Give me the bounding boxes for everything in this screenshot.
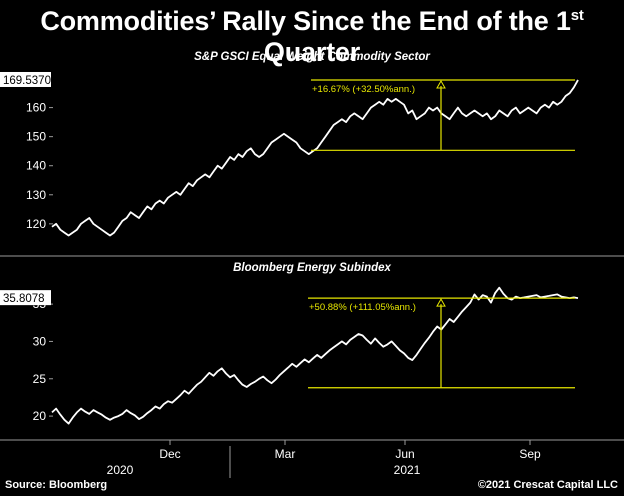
- series-line-1: [51, 79, 579, 237]
- x-tick-label: Sep: [519, 447, 541, 461]
- x-tick-label: Jun: [395, 447, 414, 461]
- last-value-box: [0, 71, 51, 87]
- annotation-label: +16.67% (+32.50%ann.): [312, 84, 415, 95]
- chart-1-title: S&P GSCI Equal Weight Commodity Sector: [194, 51, 430, 63]
- y-tick-label: 25: [33, 372, 47, 386]
- annotation-arrow-head: [436, 79, 446, 89]
- chart-2-title: Bloomberg Energy Subindex: [233, 262, 391, 274]
- series-line-2: [51, 286, 579, 425]
- last-value-label: 35.8078: [3, 293, 45, 305]
- x-tick-label: Mar: [275, 447, 296, 461]
- page-title: Commodities’ Rally Since the End of the …: [0, 6, 624, 68]
- last-value-label: 169.5370: [3, 75, 51, 87]
- year-label: 2020: [107, 463, 134, 477]
- y-tick-label: 150: [26, 130, 46, 144]
- title-tail: Quarter: [263, 37, 361, 67]
- year-label: 2021: [394, 463, 421, 477]
- annotation-arrow-head: [436, 298, 446, 307]
- x-tick-label: Dec: [159, 447, 180, 461]
- title-main: Commodities’ Rally Since the End of the …: [40, 6, 571, 36]
- source-label: Source: Bloomberg: [5, 479, 108, 491]
- plot-area: 120 130 140 150 160 +16.67% (+32.50%ann.) 169.…: [0, 71, 624, 478]
- y-tick-label: 120: [26, 217, 46, 231]
- y-tick-label: 20: [33, 409, 47, 423]
- annotation-label: +50.88% (+111.05%ann.): [309, 302, 416, 313]
- title-superscript: st: [570, 7, 584, 24]
- y-tick-label: 160: [26, 101, 46, 115]
- copyright-label: ©2021 Crescat Capital LLC: [477, 479, 618, 491]
- last-value-box: [0, 290, 51, 306]
- y-tick-label: 130: [26, 188, 46, 202]
- y-tick-label: 30: [33, 334, 47, 348]
- y-tick-label: 140: [26, 159, 46, 173]
